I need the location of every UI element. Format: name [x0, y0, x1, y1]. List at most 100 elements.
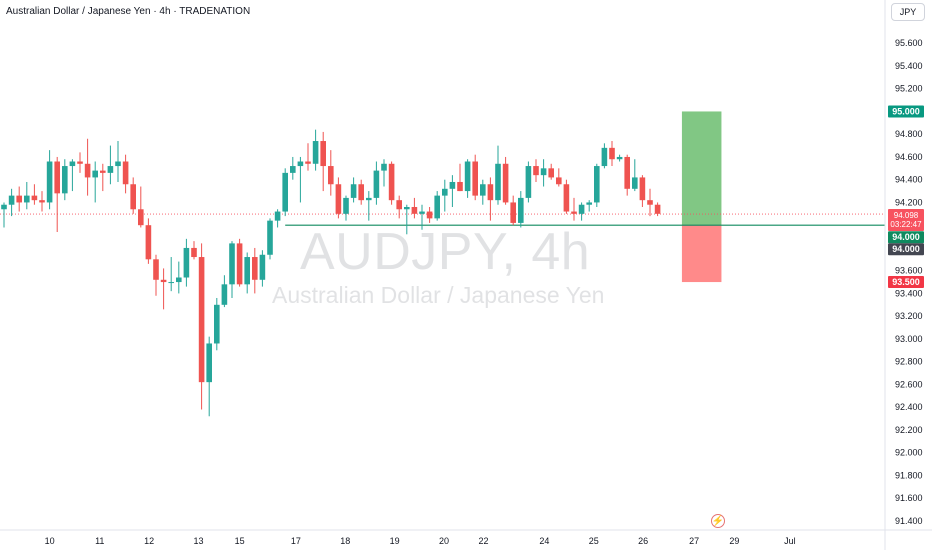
candle: [160, 268, 167, 310]
y-tick-label: 92.000: [895, 448, 923, 458]
candle: [46, 150, 53, 210]
candles: [1, 129, 661, 417]
loss-zone[interactable]: [681, 225, 722, 283]
candle: [328, 150, 334, 196]
candle: [191, 241, 197, 260]
candle: [335, 177, 342, 219]
y-tick-label: 93.600: [895, 266, 923, 276]
candle: [434, 191, 440, 221]
y-tick-label: 94.800: [895, 129, 923, 139]
svg-text:94.098: 94.098: [894, 211, 919, 220]
candle: [388, 161, 395, 205]
x-tick-label: 27: [689, 536, 699, 546]
candle: [358, 179, 364, 205]
candle: [639, 175, 646, 207]
candle: [229, 241, 235, 298]
target-price-tag[interactable]: 95.000: [888, 105, 924, 118]
entry-price-tag[interactable]: 94.000: [888, 231, 924, 244]
candle: [426, 206, 433, 223]
y-tick-label: 91.400: [895, 516, 923, 526]
candle: [609, 141, 615, 167]
watermark-symbol: AUDJPY, 4h: [300, 223, 591, 281]
candle: [39, 191, 45, 212]
candle: [411, 197, 418, 219]
candle: [1, 202, 7, 228]
candle: [624, 154, 630, 196]
candle: [297, 156, 304, 203]
chart-lines: [0, 213, 885, 226]
candle: [305, 143, 311, 171]
candle: [594, 163, 600, 207]
svg-text:94.000: 94.000: [892, 244, 920, 254]
y-tick-label: 95.200: [895, 84, 923, 94]
candle: [419, 204, 425, 230]
y-tick-label: 93.400: [895, 288, 923, 298]
x-tick-label: Jul: [784, 536, 796, 546]
candle: [290, 156, 296, 180]
x-tick-label: 18: [340, 536, 350, 546]
candle: [556, 168, 562, 187]
position-zones: [681, 111, 722, 283]
x-tick-label: 26: [638, 536, 648, 546]
candle: [563, 179, 570, 214]
y-tick-label: 94.600: [895, 152, 923, 162]
candle: [84, 138, 91, 196]
candle: [647, 188, 653, 217]
y-tick-label: 94.400: [895, 175, 923, 185]
x-tick-label: 20: [439, 536, 449, 546]
profit-zone[interactable]: [681, 111, 722, 226]
candle: [571, 197, 577, 221]
candle: [510, 195, 516, 226]
candle: [54, 156, 60, 233]
x-tick-label: 11: [95, 536, 104, 546]
candle: [153, 254, 159, 296]
watermark-name: Australian Dollar / Japanese Yen: [272, 282, 605, 308]
candle: [24, 181, 30, 210]
candle: [366, 191, 372, 221]
y-tick-label: 91.600: [895, 493, 923, 503]
candle: [654, 202, 661, 217]
candle: [404, 204, 410, 235]
x-tick-label: 19: [390, 536, 400, 546]
candle: [396, 195, 402, 219]
candle: [100, 163, 106, 192]
candle: [221, 275, 228, 308]
candle: [244, 252, 250, 294]
candle: [632, 159, 638, 192]
y-tick-label: 92.600: [895, 379, 923, 389]
x-tick-label: 25: [589, 536, 599, 546]
candle: [206, 336, 212, 417]
candle: [69, 159, 76, 192]
candle: [267, 218, 273, 260]
y-tick-label: 92.800: [895, 357, 923, 367]
svg-text:95.000: 95.000: [892, 106, 920, 116]
candle: [168, 257, 174, 292]
candle: [214, 297, 220, 351]
candle: [480, 179, 486, 205]
candle: [320, 131, 326, 192]
candle: [464, 159, 471, 198]
candle: [312, 129, 319, 171]
candle: [198, 243, 205, 410]
candle: [183, 238, 190, 287]
candle: [533, 159, 539, 182]
lightning-icon[interactable]: ⚡: [711, 514, 725, 528]
level-price-tag[interactable]: 94.000: [888, 243, 924, 256]
candle: [274, 209, 281, 228]
svg-text:93.500: 93.500: [892, 277, 920, 287]
x-tick-label: 17: [291, 536, 301, 546]
x-tick-label: 22: [479, 536, 489, 546]
candle: [138, 186, 144, 228]
candle: [540, 159, 547, 187]
x-tick-label: 24: [539, 536, 549, 546]
candle: [259, 250, 266, 287]
stop-price-tag[interactable]: 93.500: [888, 276, 924, 289]
candle: [62, 159, 68, 201]
candle: [601, 143, 608, 169]
currency-button[interactable]: JPY: [891, 3, 925, 21]
y-tick-label: 91.800: [895, 470, 923, 480]
